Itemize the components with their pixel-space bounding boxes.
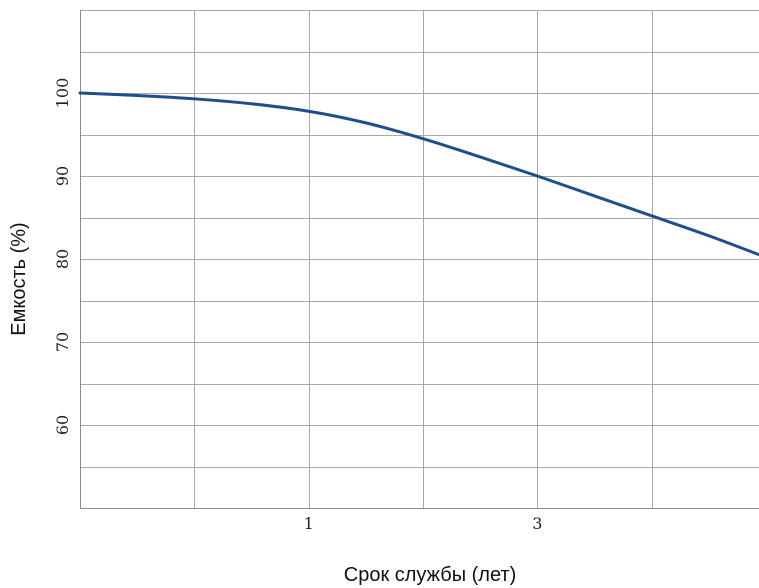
y-tick-label: 80 — [53, 249, 72, 269]
x-tick-label: 3 — [532, 514, 542, 533]
y-tick-label: 70 — [53, 332, 72, 352]
chart-grid — [80, 10, 759, 509]
y-tick-label: 60 — [53, 415, 72, 435]
x-tick-label: 1 — [304, 514, 314, 533]
y-tick-label: 90 — [53, 166, 72, 186]
y-axis-label: Емкость (%) — [8, 222, 30, 335]
chart-series — [78, 91, 759, 257]
y-axis-ticks: 60 70 80 90 100 — [53, 78, 72, 435]
capacity-series-line — [78, 91, 759, 257]
x-axis-label: Срок службы (лет) — [344, 564, 517, 586]
x-axis-ticks: 135 — [304, 514, 543, 533]
y-tick-label: 100 — [53, 78, 72, 109]
